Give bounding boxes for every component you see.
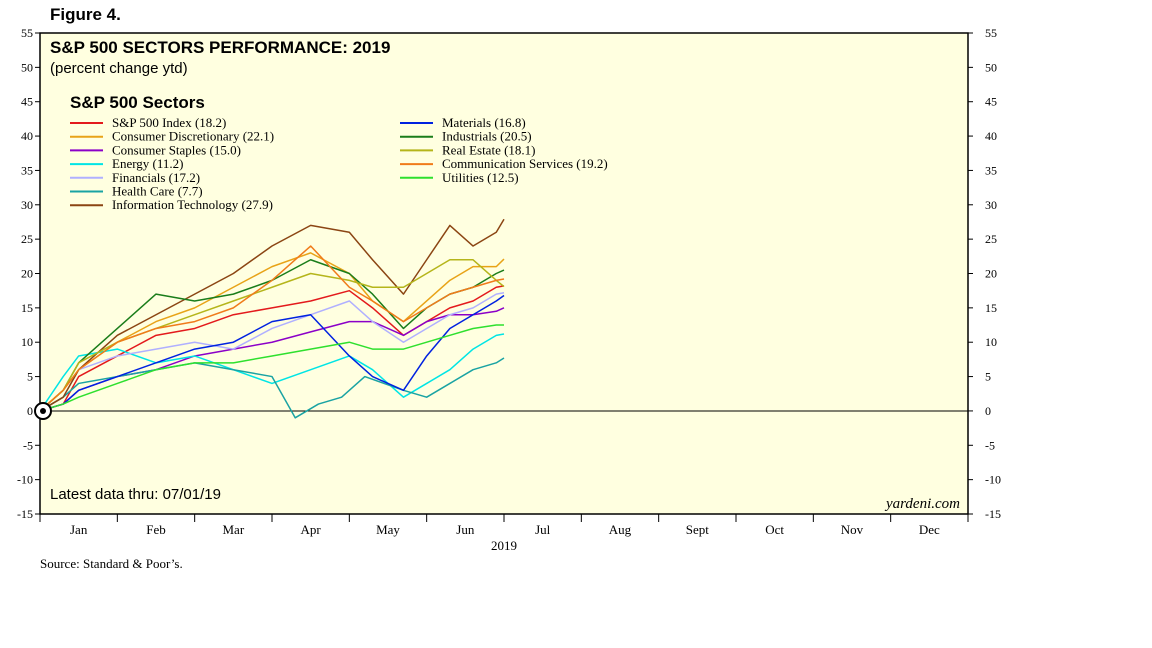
- y-tick-label-right: 45: [985, 95, 997, 109]
- legend-label: Materials (16.8): [442, 115, 526, 130]
- y-tick-label-right: -5: [985, 438, 995, 452]
- legend-label: Utilities (12.5): [442, 170, 519, 185]
- legend-label: Industrials (20.5): [442, 129, 532, 144]
- y-tick-label-left: 55: [21, 26, 33, 40]
- legend-label: Energy (11.2): [112, 156, 183, 171]
- series-line: [39, 245, 505, 412]
- source-note: Source: Standard & Poor’s.: [40, 556, 183, 571]
- x-tick-label: Dec: [919, 522, 940, 537]
- y-tick-label-left: 15: [21, 301, 33, 315]
- series-line: [39, 259, 505, 412]
- x-tick-label: Mar: [222, 522, 244, 537]
- y-tick-label-right: -15: [985, 507, 1001, 521]
- y-tick-label-left: -15: [17, 507, 33, 521]
- legend: S&P 500 Index (18.2)Consumer Discretiona…: [70, 115, 608, 212]
- series-line: [39, 285, 505, 412]
- x-tick-label: Feb: [146, 522, 166, 537]
- y-tick-label-right: 50: [985, 60, 997, 74]
- y-tick-label-left: 35: [21, 163, 33, 177]
- y-tick-label-right: -10: [985, 473, 1001, 487]
- y-tick-label-left: 50: [21, 60, 33, 74]
- series-line: [39, 218, 505, 412]
- series-lines: [39, 218, 505, 419]
- x-tick-label: Jan: [70, 522, 88, 537]
- legend-label: Consumer Discretionary (22.1): [112, 129, 274, 144]
- y-tick-label-left: 40: [21, 129, 33, 143]
- y-tick-label-left: 10: [21, 335, 33, 349]
- y-tick-label-right: 15: [985, 301, 997, 315]
- y-tick-label-left: -10: [17, 473, 33, 487]
- chart-title: S&P 500 SECTORS PERFORMANCE: 2019: [50, 38, 390, 57]
- x-tick-label: Apr: [301, 522, 322, 537]
- series-line: [39, 294, 505, 412]
- legend-label: Real Estate (18.1): [442, 142, 536, 157]
- y-tick-label-left: -5: [23, 438, 33, 452]
- origin-marker-dot: [40, 408, 46, 414]
- y-tick-label-right: 10: [985, 335, 997, 349]
- watermark: yardeni.com: [884, 496, 960, 512]
- x-axis: Jan Feb Mar Apr May Jun Jul Aug Sept Oct Nov Dec: [39, 514, 969, 537]
- legend-label: Health Care (7.7): [112, 184, 203, 199]
- y-tick-label-right: 0: [985, 404, 991, 418]
- legend-title: S&P 500 Sectors: [70, 93, 205, 112]
- x-tick-label: Aug: [609, 522, 632, 537]
- legend-label: Information Technology (27.9): [112, 197, 273, 212]
- y-tick-label-right: 25: [985, 232, 997, 246]
- x-tick-label: May: [376, 522, 400, 537]
- y-tick-label-left: 25: [21, 232, 33, 246]
- y-tick-label-right: 55: [985, 26, 997, 40]
- y-tick-label-left: 45: [21, 95, 33, 109]
- x-tick-label: Oct: [765, 522, 784, 537]
- y-tick-label-left: 30: [21, 198, 33, 212]
- y-tick-label-right: 5: [985, 370, 991, 384]
- series-line: [39, 324, 504, 412]
- y-tick-label-right: 40: [985, 129, 997, 143]
- legend-label: S&P 500 Index (18.2): [112, 115, 226, 130]
- y-tick-label-left: 20: [21, 267, 33, 281]
- y-tick-label-right: 35: [985, 163, 997, 177]
- y-tick-label-right: 20: [985, 267, 997, 281]
- x-tick-label: Jul: [535, 522, 551, 537]
- legend-label: Communication Services (19.2): [442, 156, 608, 171]
- legend-label: Consumer Staples (15.0): [112, 142, 241, 157]
- y-tick-label-right: 30: [985, 198, 997, 212]
- legend-label: Financials (17.2): [112, 170, 200, 185]
- y-tick-label-left: 0: [27, 404, 33, 418]
- chart-subtitle: (percent change ytd): [50, 60, 188, 77]
- x-tick-label: Nov: [841, 522, 864, 537]
- latest-data-note: Latest data thru: 07/01/19: [50, 486, 221, 503]
- x-tick-label: Jun: [456, 522, 475, 537]
- figure-label: Figure 4.: [50, 5, 121, 24]
- series-line: [39, 357, 505, 419]
- y-tick-label-left: 5: [27, 370, 33, 384]
- year-label: 2019: [491, 538, 517, 553]
- x-tick-label: Sept: [686, 522, 710, 537]
